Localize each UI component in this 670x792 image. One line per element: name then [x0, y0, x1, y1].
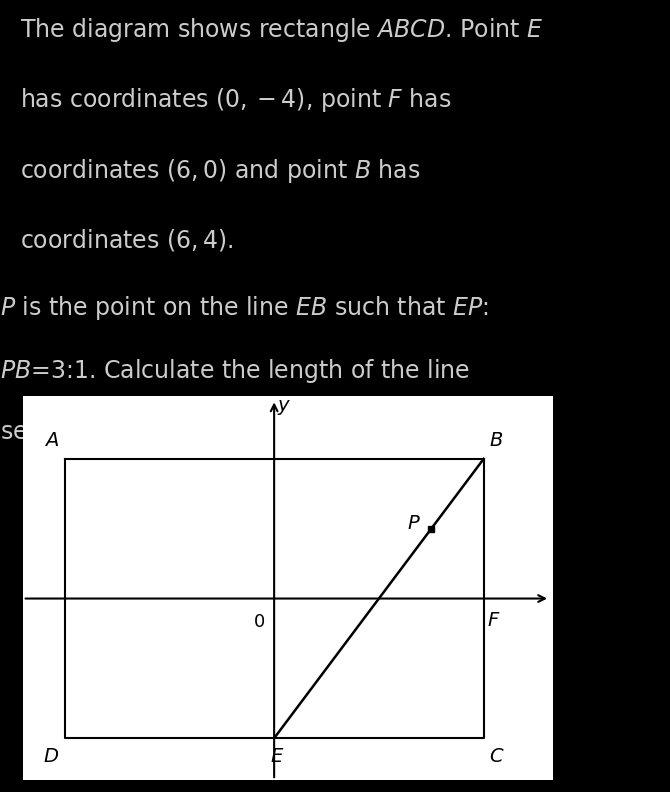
- Text: The diagram shows rectangle $\mathit{ABCD}$. Point $\mathit{E}$: The diagram shows rectangle $\mathit{ABC…: [20, 16, 543, 44]
- Text: $\mathit{P}$ is the point on the line $\mathit{EB}$ such that $\mathit{EP}$:: $\mathit{P}$ is the point on the line $\…: [0, 294, 488, 322]
- Text: segment $\mathit{PF}$.: segment $\mathit{PF}$.: [0, 420, 146, 447]
- Text: coordinates $\mathit{(6,4)}$.: coordinates $\mathit{(6,4)}$.: [20, 227, 234, 253]
- Text: $B$: $B$: [489, 431, 503, 450]
- Text: $y$: $y$: [277, 398, 291, 417]
- Text: $D$: $D$: [44, 747, 60, 766]
- Text: $E$: $E$: [271, 747, 285, 766]
- Text: $C$: $C$: [489, 747, 505, 766]
- Text: $0$: $0$: [253, 612, 265, 630]
- Text: $x$: $x$: [555, 577, 570, 596]
- Text: $A$: $A$: [44, 431, 60, 450]
- Text: $P$: $P$: [407, 514, 421, 533]
- Text: has coordinates $\mathit{(0,-4)}$, point $\mathit{F}$ has: has coordinates $\mathit{(0,-4)}$, point…: [20, 86, 452, 114]
- Text: $F$: $F$: [487, 611, 500, 630]
- Text: coordinates $\mathit{(6,0)}$ and point $\mathit{B}$ has: coordinates $\mathit{(6,0)}$ and point $…: [20, 157, 421, 185]
- Text: $\mathit{PB}$=3:1. Calculate the length of the line: $\mathit{PB}$=3:1. Calculate the length …: [0, 356, 470, 385]
